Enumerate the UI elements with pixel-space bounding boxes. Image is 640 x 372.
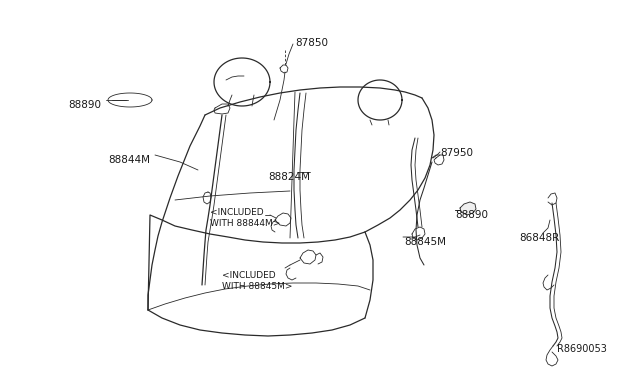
Text: R8690053: R8690053 [557,344,607,354]
Text: 87950: 87950 [440,148,473,158]
Text: 88844M: 88844M [108,155,150,165]
Text: <INCLUDED
WITH 88845M>: <INCLUDED WITH 88845M> [222,271,292,291]
Text: 87850: 87850 [295,38,328,48]
Text: 88890: 88890 [68,100,101,110]
Text: 88845M: 88845M [404,237,446,247]
Text: 86848R: 86848R [519,233,559,243]
Text: 88890: 88890 [455,210,488,220]
Text: 88824M: 88824M [268,172,310,182]
Polygon shape [460,202,476,215]
Text: <INCLUDED
WITH 88844M>: <INCLUDED WITH 88844M> [210,208,280,228]
